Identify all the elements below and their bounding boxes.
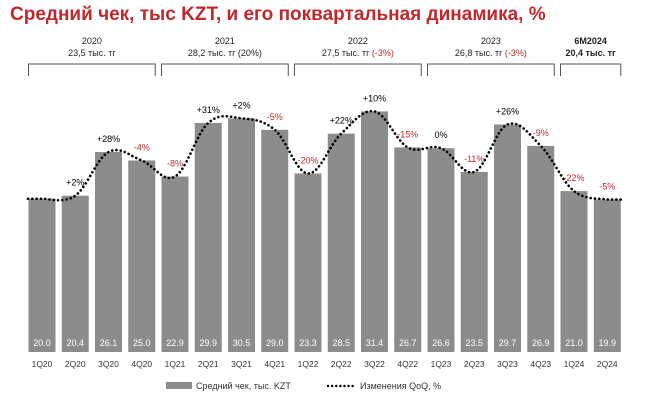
bar-4Q21 [261, 129, 289, 352]
year-bracket-6M2024 [560, 63, 622, 76]
x-tick-label-2Q20: 2Q20 [65, 359, 86, 369]
bar-1Q20 [28, 198, 56, 352]
qoq-label-1Q22: -20% [297, 155, 318, 165]
x-tick-label-4Q22: 4Q22 [397, 359, 418, 369]
bar-value-label-4Q21: 29.0 [266, 338, 284, 348]
bar-2Q24 [593, 199, 621, 352]
bar-value-label-3Q23: 29.7 [499, 338, 517, 348]
bar-value-label-1Q24: 21.0 [565, 338, 583, 348]
qoq-label-3Q20: +28% [97, 134, 120, 144]
bar-2Q20 [61, 195, 89, 352]
bar-value-label-4Q22: 26.7 [399, 338, 417, 348]
qoq-label-4Q23: -9% [533, 128, 549, 138]
x-tick-label-4Q21: 4Q21 [264, 359, 285, 369]
qoq-line [26, 109, 623, 202]
legend-bar-label: Средний чек, тыс. KZT [196, 381, 291, 391]
bar-value-label-1Q20: 20.0 [33, 338, 51, 348]
bar-3Q21 [228, 118, 255, 352]
qoq-label-4Q22: -15% [397, 129, 418, 139]
year-label-2020: 2020 [82, 36, 102, 46]
qoq-label-2Q24: -5% [599, 182, 615, 192]
x-tick-label-4Q23: 4Q23 [530, 359, 551, 369]
bar-2Q23 [460, 171, 488, 352]
bar-value-label-3Q20: 26.1 [100, 338, 118, 348]
year-summary-2023: 26,8 тыс. тг (-3%) [455, 48, 527, 58]
x-tick-label-2Q22: 2Q22 [331, 359, 352, 369]
x-tick-label-1Q23: 1Q23 [431, 359, 452, 369]
x-tick-label-3Q23: 3Q23 [497, 359, 518, 369]
x-tick-label-3Q22: 3Q22 [364, 359, 385, 369]
year-bracket-2021 [161, 63, 289, 76]
year-label-2022: 2022 [348, 36, 368, 46]
bar-value-label-2Q20: 20.4 [66, 338, 84, 348]
bar-value-label-3Q22: 31.4 [366, 338, 384, 348]
x-tick-label-3Q20: 3Q20 [98, 359, 119, 369]
bar-value-label-2Q24: 19.9 [598, 338, 616, 348]
bar-1Q21 [161, 176, 189, 352]
qoq-label-2Q23: -11% [464, 154, 484, 164]
legend-line-label: Изменения QoQ, % [360, 381, 441, 391]
bar-value-label-2Q21: 29.9 [199, 338, 217, 348]
bar-1Q23 [427, 148, 455, 352]
year-summary-2020: 23,5 тыс. тг [68, 48, 116, 58]
x-tick-label-4Q20: 4Q20 [131, 359, 152, 369]
bar-value-label-3Q21: 30.5 [233, 338, 251, 348]
bar-value-label-4Q20: 25.0 [133, 338, 151, 348]
year-label-2021: 2021 [215, 36, 235, 46]
year-label-6M2024: 6M2024 [574, 36, 607, 46]
qoq-label-4Q20: -4% [134, 142, 150, 152]
year-bracket-2022 [294, 63, 422, 76]
qoq-label-4Q21: -5% [267, 112, 283, 122]
bar-value-label-4Q23: 26.9 [532, 338, 550, 348]
bar-2Q21 [194, 122, 222, 352]
year-summary-2022: 27,5 тыс. тг (-3%) [322, 48, 394, 58]
x-tick-label-1Q24: 1Q24 [564, 359, 585, 369]
year-bracket-2020 [28, 63, 156, 76]
year-summary-6M2024: 20,4 тыс. тг [565, 48, 616, 58]
qoq-label-1Q23: 0% [434, 130, 447, 140]
qoq-label-3Q21: +2% [232, 100, 250, 110]
bar-4Q22 [394, 147, 422, 352]
bar-2Q22 [327, 133, 355, 352]
qoq-label-2Q20: +2% [66, 178, 84, 188]
bar-value-label-2Q22: 28.5 [332, 338, 350, 348]
bar-3Q23 [494, 124, 521, 353]
bar-value-label-2Q23: 23.5 [465, 338, 483, 348]
bar-1Q24 [560, 191, 588, 352]
qoq-label-1Q21: -8% [167, 159, 183, 169]
legend-bar-swatch [166, 382, 192, 389]
bar-1Q22 [294, 173, 322, 352]
qoq-label-3Q23: +26% [496, 106, 519, 116]
bar-3Q22 [361, 111, 388, 352]
qoq-label-2Q21: +31% [197, 105, 220, 115]
x-tick-label-1Q21: 1Q21 [165, 359, 186, 369]
qoq-label-2Q22: +22% [330, 116, 353, 126]
x-tick-label-2Q24: 2Q24 [597, 359, 618, 369]
x-tick-label-2Q21: 2Q21 [198, 359, 219, 369]
year-label-2023: 2023 [481, 36, 501, 46]
bar-value-label-1Q21: 22.9 [166, 338, 184, 348]
year-summary-2021: 28,2 тыс. тг (20%) [188, 48, 262, 58]
x-tick-label-1Q20: 1Q20 [32, 359, 53, 369]
x-tick-label-1Q22: 1Q22 [298, 359, 319, 369]
qoq-label-1Q24: -22% [563, 173, 584, 183]
chart-title: Средний чек, тыс KZT, и его поквартальна… [10, 4, 546, 25]
bar-4Q20 [128, 160, 156, 352]
year-bracket-2023 [427, 63, 555, 76]
qoq-label-3Q22: +10% [363, 93, 386, 103]
bar-4Q23 [527, 145, 555, 352]
x-tick-label-3Q21: 3Q21 [231, 359, 252, 369]
bar-value-label-1Q23: 26.6 [432, 338, 450, 348]
x-tick-label-2Q23: 2Q23 [464, 359, 485, 369]
bar-value-label-1Q22: 23.3 [299, 338, 317, 348]
bar-3Q20 [95, 152, 122, 352]
